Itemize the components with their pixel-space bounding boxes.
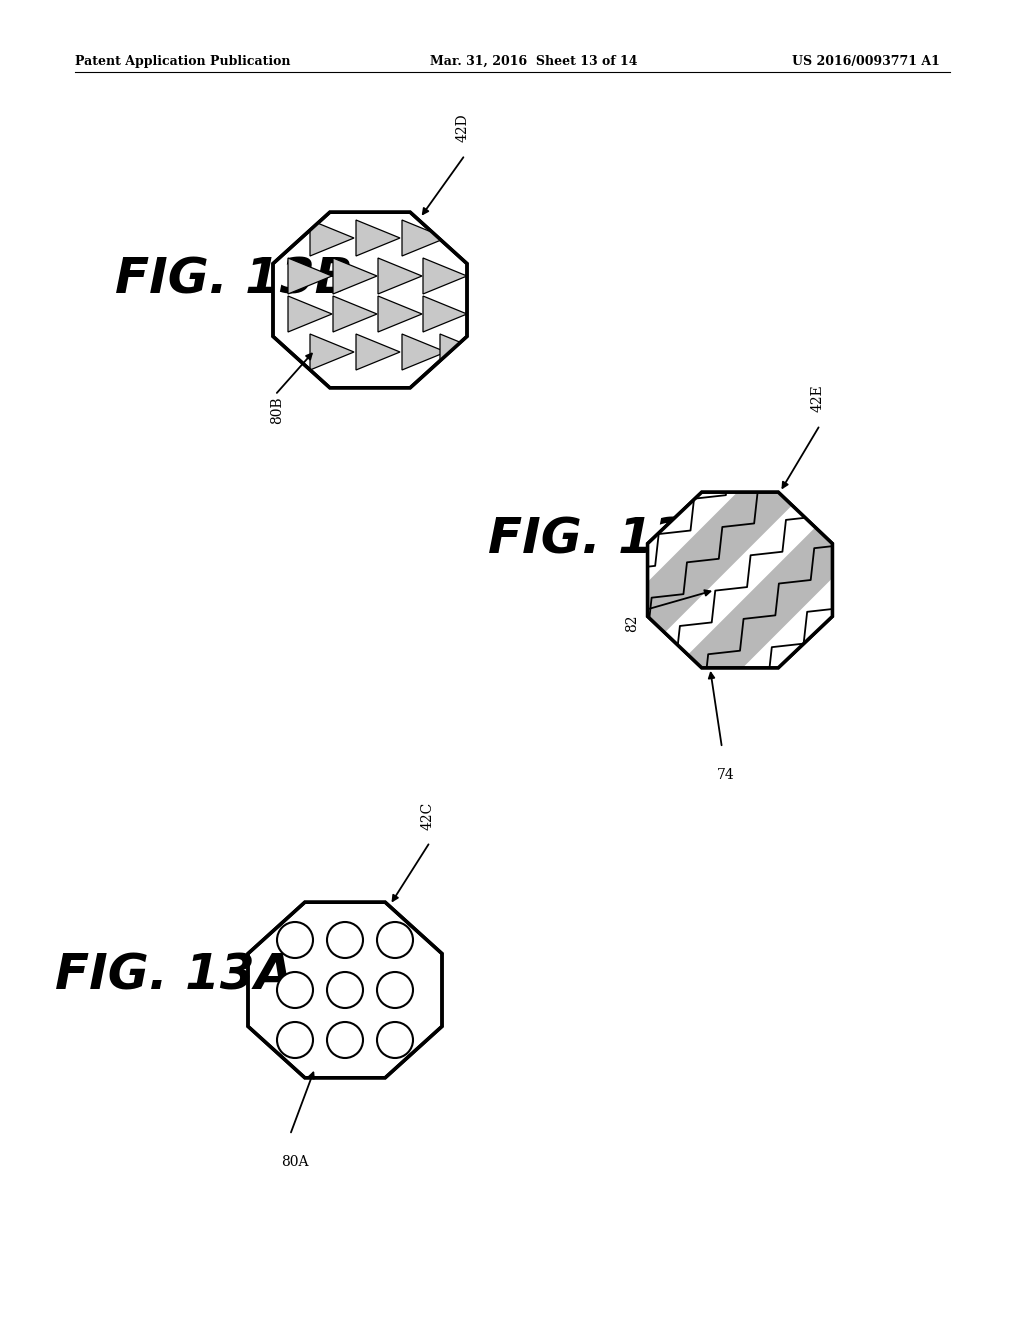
Circle shape	[377, 972, 413, 1008]
Circle shape	[327, 972, 362, 1008]
Polygon shape	[333, 296, 377, 333]
Text: US 2016/0093771 A1: US 2016/0093771 A1	[793, 55, 940, 69]
Polygon shape	[630, 470, 964, 804]
Circle shape	[327, 1022, 362, 1059]
Polygon shape	[647, 492, 833, 668]
Polygon shape	[460, 300, 794, 634]
Circle shape	[278, 1022, 313, 1059]
Text: 42C: 42C	[421, 801, 435, 830]
Polygon shape	[402, 334, 446, 370]
Text: FIG. 13B: FIG. 13B	[115, 256, 352, 304]
Text: 82: 82	[625, 615, 639, 632]
Circle shape	[278, 972, 313, 1008]
Polygon shape	[288, 296, 332, 333]
Polygon shape	[573, 413, 907, 747]
Circle shape	[377, 921, 413, 958]
Polygon shape	[333, 257, 377, 294]
Polygon shape	[288, 257, 332, 294]
Polygon shape	[378, 296, 422, 333]
Polygon shape	[378, 257, 422, 294]
Polygon shape	[310, 220, 354, 256]
Polygon shape	[356, 220, 400, 256]
Polygon shape	[248, 903, 442, 1077]
Polygon shape	[686, 527, 1020, 859]
Text: Mar. 31, 2016  Sheet 13 of 14: Mar. 31, 2016 Sheet 13 of 14	[430, 55, 638, 69]
Text: 74: 74	[717, 768, 735, 781]
Text: FIG. 13A: FIG. 13A	[55, 950, 293, 999]
Text: 80B: 80B	[270, 396, 284, 424]
Text: 80A: 80A	[282, 1155, 309, 1170]
Polygon shape	[440, 334, 484, 370]
Polygon shape	[647, 492, 833, 668]
Polygon shape	[423, 257, 467, 294]
Polygon shape	[516, 356, 850, 690]
Circle shape	[377, 1022, 413, 1059]
Text: FIG. 13C: FIG. 13C	[488, 516, 724, 564]
Circle shape	[327, 921, 362, 958]
Polygon shape	[310, 334, 354, 370]
Text: 42E: 42E	[811, 384, 825, 412]
Polygon shape	[273, 213, 467, 388]
Polygon shape	[356, 334, 400, 370]
Polygon shape	[423, 296, 467, 333]
Polygon shape	[742, 583, 1024, 916]
Text: Patent Application Publication: Patent Application Publication	[75, 55, 291, 69]
Text: 42D: 42D	[456, 114, 470, 143]
Circle shape	[278, 921, 313, 958]
Polygon shape	[402, 220, 446, 256]
